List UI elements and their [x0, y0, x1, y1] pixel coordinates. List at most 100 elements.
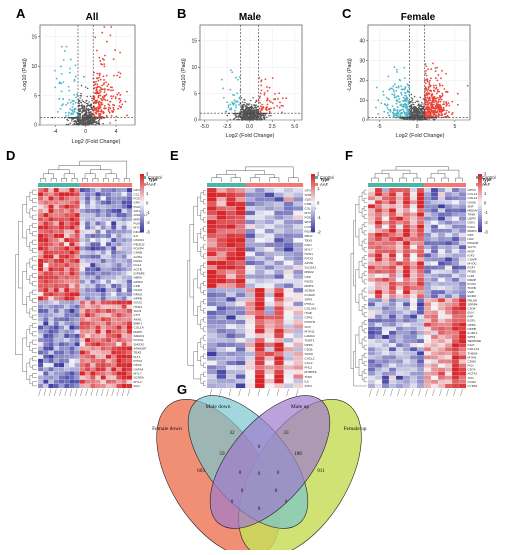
heatmap-cell [293, 352, 303, 357]
heatmap-cell [452, 253, 459, 257]
heatmap-cell [106, 351, 111, 355]
ns-point [91, 122, 93, 124]
dendrogram-branch [364, 190, 367, 194]
upregulated-point [96, 102, 98, 104]
heatmap-cell [38, 330, 43, 334]
heatmap-cell [85, 376, 90, 380]
heatmap-cell [207, 197, 217, 202]
gene-label: HCN1 [305, 252, 314, 256]
ns-point [268, 115, 270, 117]
heatmap-cell [75, 284, 80, 288]
heatmap-cell [64, 238, 69, 242]
heatmap-cell [382, 200, 389, 204]
dendrogram-branch [362, 339, 364, 347]
heatmap-cell [255, 215, 265, 220]
upregulated-point [266, 86, 268, 88]
heatmap-cell [64, 242, 69, 246]
heatmap-cell [85, 255, 90, 259]
heatmap-cell [48, 292, 53, 296]
downregulated-point [54, 86, 56, 88]
heatmap-cell [410, 208, 417, 212]
heatmap-cell [389, 306, 396, 310]
heatmap-cell [424, 253, 431, 257]
ns-point [97, 122, 99, 124]
dendrogram-branch [364, 264, 367, 268]
sample-type-bar [403, 183, 410, 187]
heatmap-cell [101, 280, 106, 284]
heatmap-cell [106, 196, 111, 200]
heatmap-cell [59, 280, 64, 284]
heatmap-cell [417, 233, 424, 237]
ns-point [245, 114, 247, 116]
heatmap-cell [284, 383, 294, 388]
dendrogram-branch [198, 343, 201, 361]
dendrogram-branch [30, 292, 33, 300]
heatmap-cell [101, 288, 106, 292]
heatmap-cell [101, 209, 106, 213]
heatmap-cell [236, 202, 246, 207]
heatmap-cell [452, 245, 459, 249]
heatmap-cell [459, 380, 466, 384]
heatmap-cell [48, 301, 53, 305]
heatmap-cell [452, 229, 459, 233]
upregulated-point [96, 88, 98, 90]
heatmap-cell [101, 363, 106, 367]
upregulated-point [440, 101, 442, 103]
heatmap-cell [284, 252, 294, 257]
ns-point [256, 100, 258, 102]
heatmap-cell [127, 276, 132, 280]
heatmap-cell [90, 188, 95, 192]
heatmap-cell [54, 288, 59, 292]
heatmap-cell [452, 282, 459, 286]
heatmap-cell [116, 363, 121, 367]
dendrogram-branch [72, 178, 77, 182]
downregulated-point [227, 106, 229, 108]
heatmap-cell [417, 315, 424, 319]
heatmap-cell [459, 372, 466, 376]
ns-point [416, 109, 418, 111]
heatmap-cell [127, 259, 132, 263]
upregulated-point [431, 100, 433, 102]
downregulated-point [397, 87, 399, 89]
heatmap-cell [95, 334, 100, 338]
heatmap-cell [38, 301, 43, 305]
heatmap-cell [122, 234, 127, 238]
upregulated-point [277, 98, 279, 100]
downregulated-point [393, 115, 395, 117]
heatmap-cell [265, 343, 275, 348]
heatmap-cell [445, 380, 452, 384]
heatmap-cell [106, 221, 111, 225]
heatmap-cell [417, 306, 424, 310]
heatmap-cell [54, 238, 59, 242]
heatmap-cell [217, 261, 227, 266]
ns-point [414, 114, 416, 116]
x-tick-label: 5 [453, 124, 456, 130]
heatmap-cell [90, 338, 95, 342]
heatmap-cell [424, 331, 431, 335]
heatmap-cell [38, 338, 43, 342]
upregulated-point [431, 112, 433, 114]
heatmap-cell [122, 363, 127, 367]
heatmap-cell [431, 208, 438, 212]
heatmap-cell [396, 245, 403, 249]
heatmap-cell [452, 331, 459, 335]
heatmap-cell [48, 359, 53, 363]
heatmap-cell [410, 192, 417, 196]
heatmap-cell [116, 188, 121, 192]
upregulated-point [434, 107, 436, 109]
heatmap-cell [59, 301, 64, 305]
heatmap-cell [69, 209, 74, 213]
downregulated-point [70, 59, 72, 61]
heatmap-cell [459, 343, 466, 347]
heatmap-cell [293, 365, 303, 370]
heatmap-cell [101, 376, 106, 380]
heatmap-cell [75, 205, 80, 209]
heatmap-cell [75, 371, 80, 375]
heatmap-cell [54, 209, 59, 213]
heatmap-cell [245, 315, 255, 320]
heatmap-cell [396, 188, 403, 192]
heatmap-cell [293, 324, 303, 329]
heatmap-cell [54, 280, 59, 284]
heatmap-cell [431, 323, 438, 327]
heatmap-cell [274, 302, 284, 307]
